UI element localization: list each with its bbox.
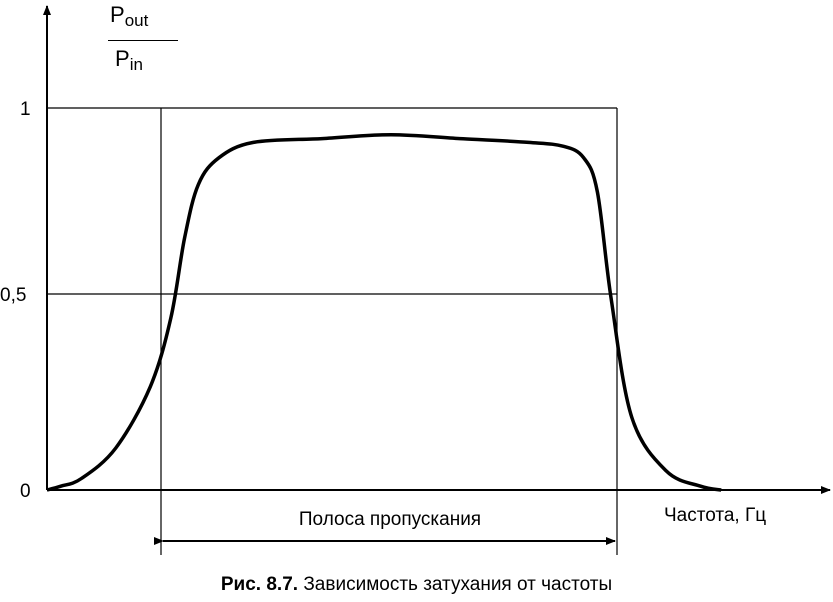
y-axis-label-fraction-bar: [108, 40, 178, 41]
passband-label: Полоса пропускания: [299, 509, 481, 530]
x-axis-label: Частота, Гц: [664, 505, 766, 526]
caption-prefix: Рис. 8.7.: [220, 574, 299, 595]
response-curve: [46, 132, 722, 492]
ytick-label-1: 1: [20, 99, 31, 120]
y-axis-label-numerator: Pout: [110, 2, 149, 30]
ytick-label-0: 0: [20, 481, 31, 502]
y-axis-label-denominator: Pin: [115, 46, 143, 74]
figure-caption: Рис. 8.7. Зависимость затухания от часто…: [0, 574, 833, 596]
caption-text: Зависимость затухания от частоты: [303, 574, 613, 595]
ytick-label-0-5: 0,5: [0, 285, 26, 306]
